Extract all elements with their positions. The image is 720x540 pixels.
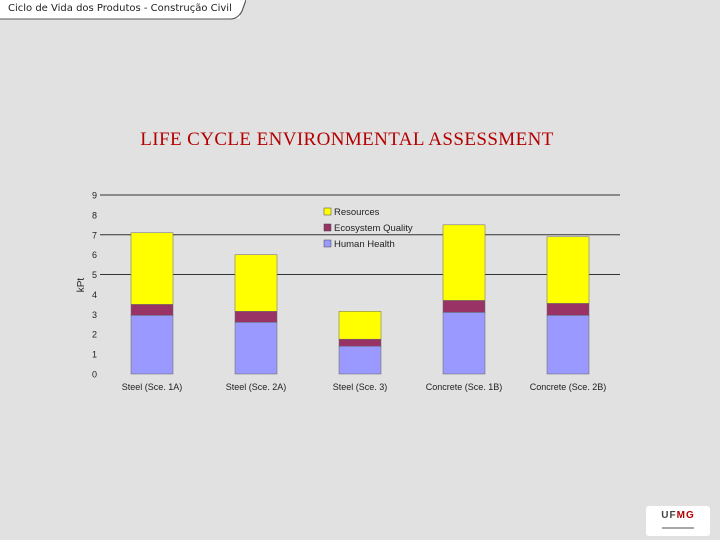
- legend-swatch: [323, 207, 332, 216]
- y-tick-label: 5: [92, 270, 97, 280]
- bar-segment-human-health: [234, 322, 278, 375]
- x-tick-label: Concrete (Sce. 2B): [530, 382, 607, 392]
- bar-segment-human-health: [338, 345, 382, 375]
- y-tick-label: 3: [92, 310, 97, 320]
- x-tick-label: Steel (Sce. 3): [333, 382, 388, 392]
- axes: 0 1 2 3 4 5 6 7 8 9 kPt Steel (Sce. 1A) Steel (Sce. …: [76, 191, 606, 393]
- bar-segment-ecosystem-quality: [546, 303, 590, 316]
- course-title: Ciclo de Vida dos Produtos - Construção …: [8, 3, 232, 14]
- bar-segment-resources: [442, 224, 486, 301]
- y-tick-label: 7: [92, 230, 97, 240]
- bar-segment-human-health: [546, 315, 590, 375]
- header-tab-shape: [0, 0, 246, 20]
- bar-segment-resources: [338, 311, 382, 340]
- legend: Resources Ecosystem Quality Human Health: [323, 207, 413, 250]
- legend-swatch: [323, 239, 332, 248]
- bar-segment-resources: [130, 232, 174, 305]
- logo-text: UFMG: [661, 510, 695, 521]
- legend-label: Resources: [334, 207, 380, 218]
- y-tick-label: 4: [92, 290, 97, 300]
- bar-segment-ecosystem-quality: [338, 338, 382, 347]
- bar-segment-resources: [234, 254, 278, 312]
- x-tick-label: Steel (Sce. 1A): [122, 382, 183, 392]
- y-tick-label: 2: [92, 330, 97, 340]
- legend-label: Ecosystem Quality: [334, 223, 413, 234]
- y-axis-label: kPt: [76, 278, 87, 293]
- y-tick-label: 6: [92, 250, 97, 260]
- gridlines: [100, 194, 620, 276]
- slide-title: LIFE CYCLE ENVIRONMENTAL ASSESSMENT: [140, 129, 554, 150]
- bars: [130, 224, 590, 375]
- legend-label: Human Health: [334, 239, 395, 250]
- bar-segment-ecosystem-quality: [234, 311, 278, 323]
- y-tick-label: 1: [92, 350, 97, 360]
- bar-segment-ecosystem-quality: [130, 304, 174, 316]
- y-tick-label: 0: [92, 370, 97, 380]
- logo-line: [662, 527, 694, 529]
- bar-segment-ecosystem-quality: [442, 300, 486, 313]
- bar-segment-human-health: [130, 315, 174, 375]
- y-tick-label: 8: [92, 210, 97, 220]
- bar-segment-resources: [546, 236, 590, 304]
- bar-segment-human-health: [442, 312, 486, 375]
- ufmg-logo: UFMG: [646, 506, 710, 536]
- legend-swatch: [323, 223, 332, 232]
- x-tick-label: Concrete (Sce. 1B): [426, 382, 503, 392]
- header-tab: Ciclo de Vida dos Produtos - Construção …: [0, 0, 246, 20]
- x-tick-label: Steel (Sce. 2A): [226, 382, 287, 392]
- y-tick-label: 9: [92, 191, 97, 201]
